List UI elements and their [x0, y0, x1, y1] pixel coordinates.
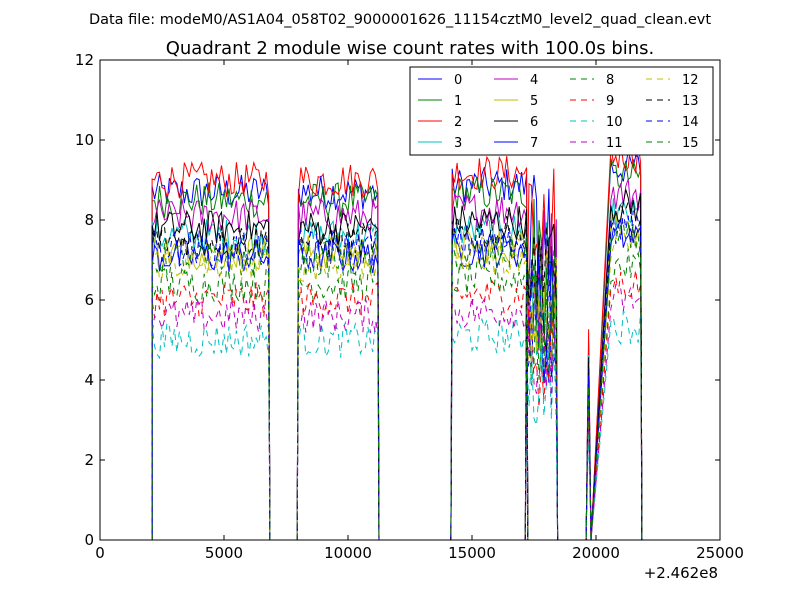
y-tick-label: 0: [84, 531, 94, 549]
series-line-11: [151, 283, 643, 540]
x-tick-label: 20000: [572, 544, 620, 562]
legend-label-5: 5: [530, 94, 538, 109]
legend-label-11: 11: [606, 136, 623, 151]
y-tick-label: 10: [75, 131, 94, 149]
legend-label-10: 10: [606, 115, 623, 130]
x-tick-label: 0: [95, 544, 105, 562]
legend-label-4: 4: [530, 73, 538, 88]
x-tick-label: 10000: [324, 544, 372, 562]
y-tick-label: 2: [84, 451, 94, 469]
legend-box: [409, 66, 714, 156]
legend-label-15: 15: [682, 136, 699, 151]
legend-label-3: 3: [454, 136, 462, 151]
series-line-9: [151, 269, 643, 540]
series-line-12: [151, 230, 643, 540]
legend-label-0: 0: [454, 73, 462, 88]
legend-label-1: 1: [454, 94, 462, 109]
series-line-10: [151, 309, 643, 540]
chart-title: Quadrant 2 module wise count rates with …: [166, 38, 655, 59]
legend-label-6: 6: [530, 115, 538, 130]
legend-label-9: 9: [606, 94, 614, 109]
legend-label-13: 13: [682, 94, 699, 109]
series-line-14: [151, 210, 643, 540]
y-tick-label: 12: [75, 51, 94, 69]
x-tick-label: 15000: [448, 544, 496, 562]
x-offset-label: +2.462e8: [644, 564, 718, 582]
y-tick-label: 8: [84, 211, 94, 229]
x-tick-label: 25000: [696, 544, 744, 562]
y-tick-label: 4: [84, 371, 94, 389]
series-line-13: [151, 199, 643, 540]
legend-label-8: 8: [606, 73, 614, 88]
legend-label-14: 14: [682, 115, 699, 130]
x-axis: 0 5000 10000 15000 20000 25000: [95, 60, 744, 562]
figure-suptitle: Data file: modeM0/AS1A04_058T02_90000016…: [89, 12, 711, 28]
legend-label-2: 2: [454, 115, 462, 130]
x-tick-label: 5000: [205, 544, 243, 562]
y-tick-label: 6: [84, 291, 94, 309]
legend-label-12: 12: [682, 73, 699, 88]
series-line-15: [151, 222, 643, 540]
legend-label-7: 7: [530, 136, 538, 151]
series-lines: [151, 142, 643, 540]
